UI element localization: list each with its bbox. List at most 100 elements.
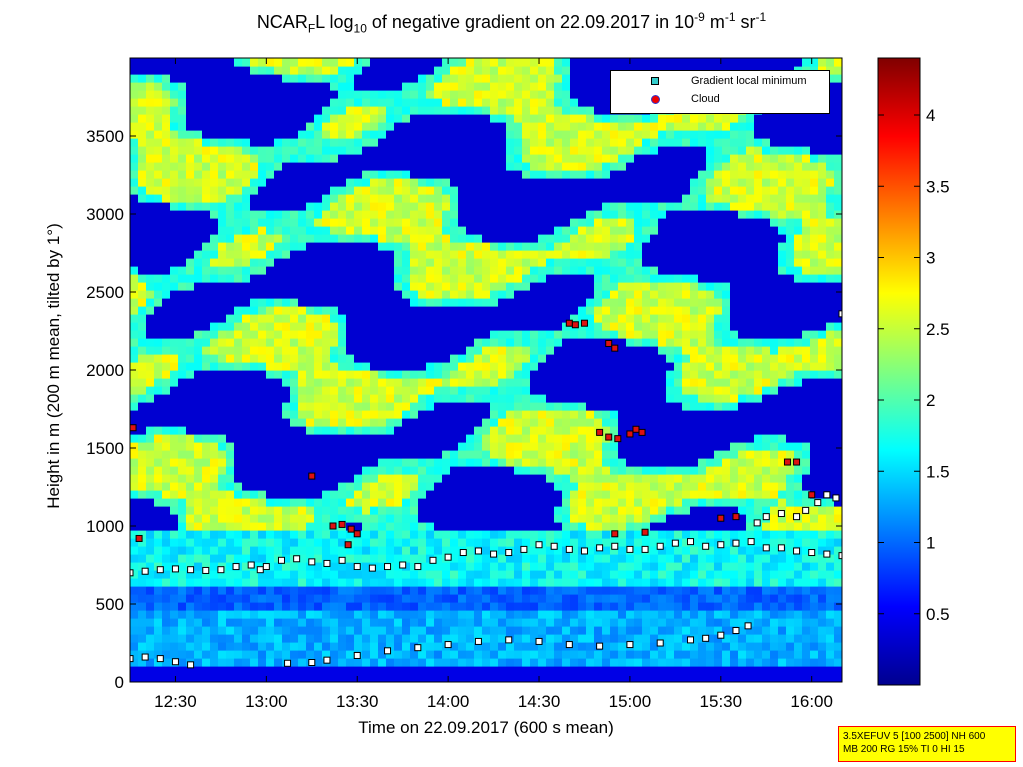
- x-tick-label: 15:30: [700, 692, 743, 711]
- gradient-minimum-point: [762, 513, 770, 521]
- gradient-minimum-point: [747, 538, 755, 546]
- gradient-minimum-point: [308, 558, 316, 566]
- gradient-minimum-point: [838, 310, 842, 318]
- gradient-minimum-point: [505, 636, 513, 644]
- legend: Gradient local minimum Cloud: [610, 70, 830, 114]
- gradient-minimum-point: [717, 541, 725, 549]
- x-tick-label: 13:30: [336, 692, 379, 711]
- gradient-minimum-point: [474, 547, 482, 555]
- gradient-minimum-point: [384, 563, 392, 571]
- y-tick-label: 1500: [86, 439, 124, 458]
- x-tick-label: 12:30: [154, 692, 197, 711]
- gradient-minimum-point: [141, 653, 149, 661]
- gradient-minimum-point: [156, 566, 164, 574]
- heatmap-field: [130, 58, 842, 682]
- cloud-point: [565, 319, 573, 327]
- x-axis-label: Time on 22.09.2017 (600 s mean): [358, 718, 614, 737]
- cloud-point: [632, 425, 640, 433]
- colorbar: [877, 57, 921, 686]
- gradient-minimum-point: [744, 622, 752, 630]
- gradient-minimum-point: [187, 566, 195, 574]
- gradient-minimum-point: [611, 542, 619, 550]
- gradient-minimum-point: [596, 544, 604, 552]
- cloud-point: [329, 522, 337, 530]
- gradient-minimum-point: [565, 641, 573, 649]
- legend-entry-gradient: Gradient local minimum: [691, 75, 807, 87]
- gradient-minimum-point: [353, 651, 361, 659]
- gradient-minimum-point: [793, 547, 801, 555]
- cloud-point: [611, 344, 619, 352]
- x-tick-label: 15:00: [609, 692, 652, 711]
- gradient-minimum-point: [284, 659, 292, 667]
- gradient-minimum-point: [323, 656, 331, 664]
- legend-circle-icon: [651, 95, 660, 104]
- cloud-point: [611, 530, 619, 538]
- cloud-point: [596, 428, 604, 436]
- gradient-minimum-point: [732, 627, 740, 635]
- cloud-point: [626, 430, 634, 438]
- cloud-point: [808, 491, 816, 499]
- gradient-minimum-point: [444, 553, 452, 561]
- cloud-point: [135, 534, 143, 542]
- gradient-minimum-point: [832, 494, 840, 502]
- gradient-minimum-point: [293, 555, 301, 563]
- gradient-minimum-point: [520, 545, 528, 553]
- gradient-minimum-point: [308, 659, 316, 666]
- cloud-point: [605, 339, 613, 347]
- gradient-minimum-point: [656, 542, 664, 550]
- gradient-minimum-point: [171, 565, 179, 573]
- gradient-minimum-point: [580, 547, 588, 555]
- gradient-minimum-point: [130, 655, 134, 663]
- colorbar-axis: 0.5 1 1.5 2 2.5 3 3.5 4: [878, 106, 950, 624]
- gradient-minimum-point: [702, 542, 710, 550]
- gradient-minimum-point: [550, 542, 558, 550]
- cloud-point: [732, 513, 740, 521]
- gradient-minimum-point: [777, 544, 785, 552]
- gradient-minimum-point: [687, 538, 695, 546]
- info-line-2: MB 200 RG 15% TI 0 HI 15: [843, 744, 965, 755]
- gradient-minimum-point: [596, 642, 604, 650]
- cloud-point: [580, 319, 588, 327]
- gradient-minimum-point: [202, 566, 210, 574]
- cloud-point: [308, 472, 316, 480]
- gradient-minimum-point: [838, 552, 842, 560]
- gradient-minimum-point: [565, 545, 573, 553]
- colorbar-tick-label: 1: [926, 534, 935, 553]
- colorbar-tick-label: 2.5: [926, 320, 950, 339]
- colorbar-tick-label: 3.5: [926, 177, 950, 196]
- cloud-point: [614, 435, 622, 443]
- gradient-minimum-point: [232, 563, 240, 571]
- y-axis: 0 500 1000 1500 2000 2500 3000 3500: [86, 127, 842, 692]
- cloud-point: [130, 424, 137, 432]
- gradient-minimum-point: [717, 631, 725, 639]
- gradient-minimum-point: [156, 655, 164, 663]
- gradient-minimum-point: [414, 644, 422, 652]
- legend-square-icon: [651, 77, 659, 85]
- gradient-minimum-point: [656, 639, 664, 647]
- gradient-minimum-point: [793, 513, 801, 521]
- cloud-point: [344, 541, 352, 549]
- colorbar-tick-label: 0.5: [926, 605, 950, 624]
- gradient-minimum-point: [384, 647, 392, 655]
- gradient-minimum-point: [368, 564, 376, 572]
- gradient-minimum-point: [414, 563, 422, 571]
- gradient-minimum-point: [444, 641, 452, 649]
- gradient-minimum-point: [187, 661, 195, 669]
- gradient-minimum-point: [277, 556, 285, 564]
- gradient-minimum-point: [429, 556, 437, 564]
- gradient-minimum-point: [732, 539, 740, 547]
- gradient-minimum-point: [141, 567, 149, 575]
- colorbar-tick-label: 1.5: [926, 462, 950, 481]
- colorbar-tick-label: 2: [926, 391, 935, 410]
- gradient-minimum-point: [762, 544, 770, 552]
- y-tick-label: 3500: [86, 127, 124, 146]
- gradient-minimum-point: [641, 545, 649, 553]
- gradient-minimum-point: [399, 561, 407, 569]
- gradient-minimum-point: [814, 499, 822, 507]
- gradient-minimum-point: [823, 550, 831, 558]
- gradient-minimum-point: [671, 539, 679, 547]
- gradient-minimum-point: [353, 563, 361, 571]
- cloud-point: [783, 458, 791, 466]
- gradient-minimum-point: [490, 550, 498, 558]
